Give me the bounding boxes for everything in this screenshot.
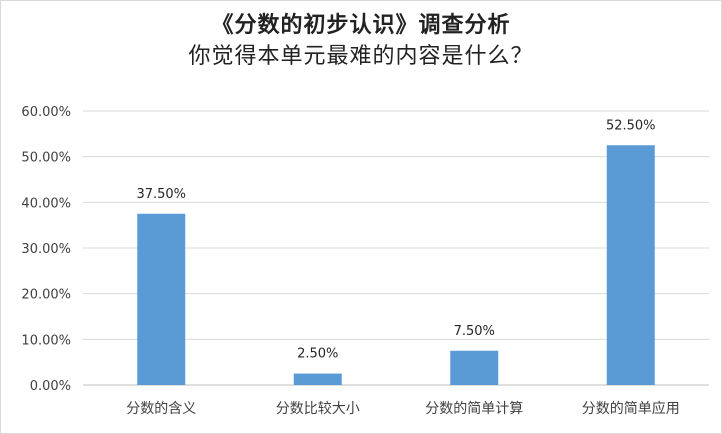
data-label: 7.50%	[454, 324, 495, 339]
chart-title: 《分数的初步认识》调查分析	[211, 13, 511, 38]
chart-subtitle: 你觉得本单元最难的内容是什么？	[188, 44, 534, 69]
y-tick-label: 10.00%	[21, 333, 71, 348]
data-label: 37.50%	[136, 187, 186, 202]
chart-title-block: 《分数的初步认识》调查分析 你觉得本单元最难的内容是什么？	[1, 11, 721, 73]
bar	[293, 373, 342, 385]
category-label: 分数比较大小	[276, 401, 360, 417]
bar	[137, 213, 186, 385]
y-tick-label: 40.00%	[21, 196, 71, 211]
category-label: 分数的含义	[126, 401, 196, 417]
y-tick-label: 30.00%	[21, 242, 71, 257]
y-tick-label: 60.00%	[21, 105, 71, 120]
category-label: 分数的简单应用	[582, 400, 680, 417]
y-tick-label: 0.00%	[30, 379, 71, 394]
category-label: 分数的简单计算	[425, 400, 523, 417]
y-tick-label: 50.00%	[21, 151, 71, 166]
y-tick-label: 20.00%	[21, 288, 71, 303]
data-label: 2.50%	[297, 347, 338, 362]
bar	[606, 145, 655, 385]
bar	[450, 350, 499, 385]
data-label: 52.50%	[606, 118, 656, 133]
